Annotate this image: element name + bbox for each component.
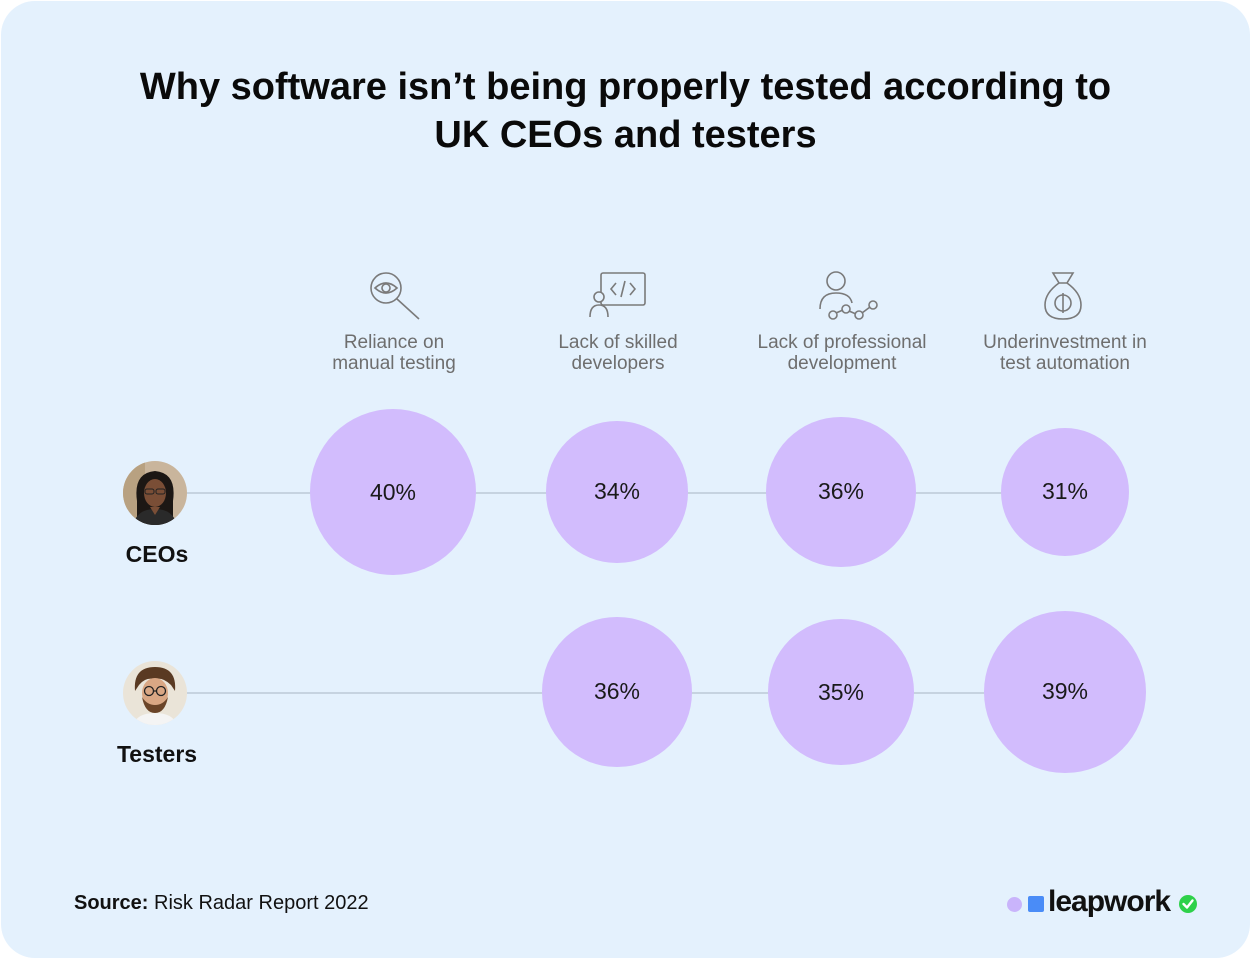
title-line-2: UK CEOs and testers: [434, 114, 817, 156]
source-text: Risk Radar Report 2022: [154, 892, 369, 914]
category-label-line: test automation: [1000, 353, 1130, 374]
tester-row-label: Testers: [116, 741, 198, 767]
bubble-ceos-3: 36%: [766, 417, 916, 567]
category-label-line: development: [787, 353, 897, 374]
logo-dot-icon: [1007, 897, 1022, 912]
logo-text: leapwork: [1048, 885, 1171, 918]
category-label-manual-testing: Reliance on manual testing: [284, 332, 504, 374]
category-label-line: Underinvestment in: [983, 332, 1147, 353]
category-label-line: Lack of professional: [757, 332, 927, 353]
bubble-value-label: 40%: [369, 478, 417, 505]
bubble-value-label: 34%: [593, 478, 640, 505]
chart-title: Why software isn’t being properly tested…: [1, 63, 1250, 159]
bubble-ceos-4: 31%: [1000, 427, 1130, 557]
developer-code-icon: [589, 272, 646, 318]
person-progress-icon: [819, 271, 878, 320]
category-label-line: developers: [571, 353, 665, 374]
ceo-row-label: CEOs: [125, 541, 189, 567]
bubble-testers-4: 39%: [984, 611, 1146, 773]
source-label: Source:: [74, 892, 149, 914]
logo-square-icon: [1028, 896, 1044, 912]
bubble-value-label: 35%: [817, 678, 865, 705]
bubble-testers-2: 36%: [542, 617, 692, 767]
category-label-line: Reliance on: [343, 332, 445, 353]
category-label-professional-development: Lack of professional development: [732, 332, 952, 374]
bubble-value-label: 31%: [1041, 478, 1089, 505]
tester-avatar: [123, 661, 187, 725]
bubble-testers-3: 35%: [768, 619, 914, 765]
source-note: Source: Risk Radar Report 2022: [74, 892, 369, 915]
bubble-value-label: 36%: [817, 478, 865, 505]
bubble-value-label: 36%: [593, 678, 641, 705]
eye-magnifier-icon: [370, 272, 420, 320]
money-bag-icon: [1044, 272, 1082, 320]
category-label-line: manual testing: [332, 353, 456, 374]
category-label-test-automation: Underinvestment in test automation: [955, 332, 1175, 374]
bubble-value-label: 39%: [1041, 678, 1088, 705]
ceo-avatar: [123, 461, 187, 525]
bubble-ceos-2: 34%: [546, 421, 688, 563]
bubble-ceos-1: 40%: [310, 409, 476, 575]
category-label-skilled-developers: Lack of skilled developers: [508, 332, 728, 374]
category-label-line: Lack of skilled: [558, 332, 678, 353]
check-circle-icon: [1179, 895, 1197, 913]
title-line-1: Why software isn’t being properly tested…: [139, 66, 1112, 108]
